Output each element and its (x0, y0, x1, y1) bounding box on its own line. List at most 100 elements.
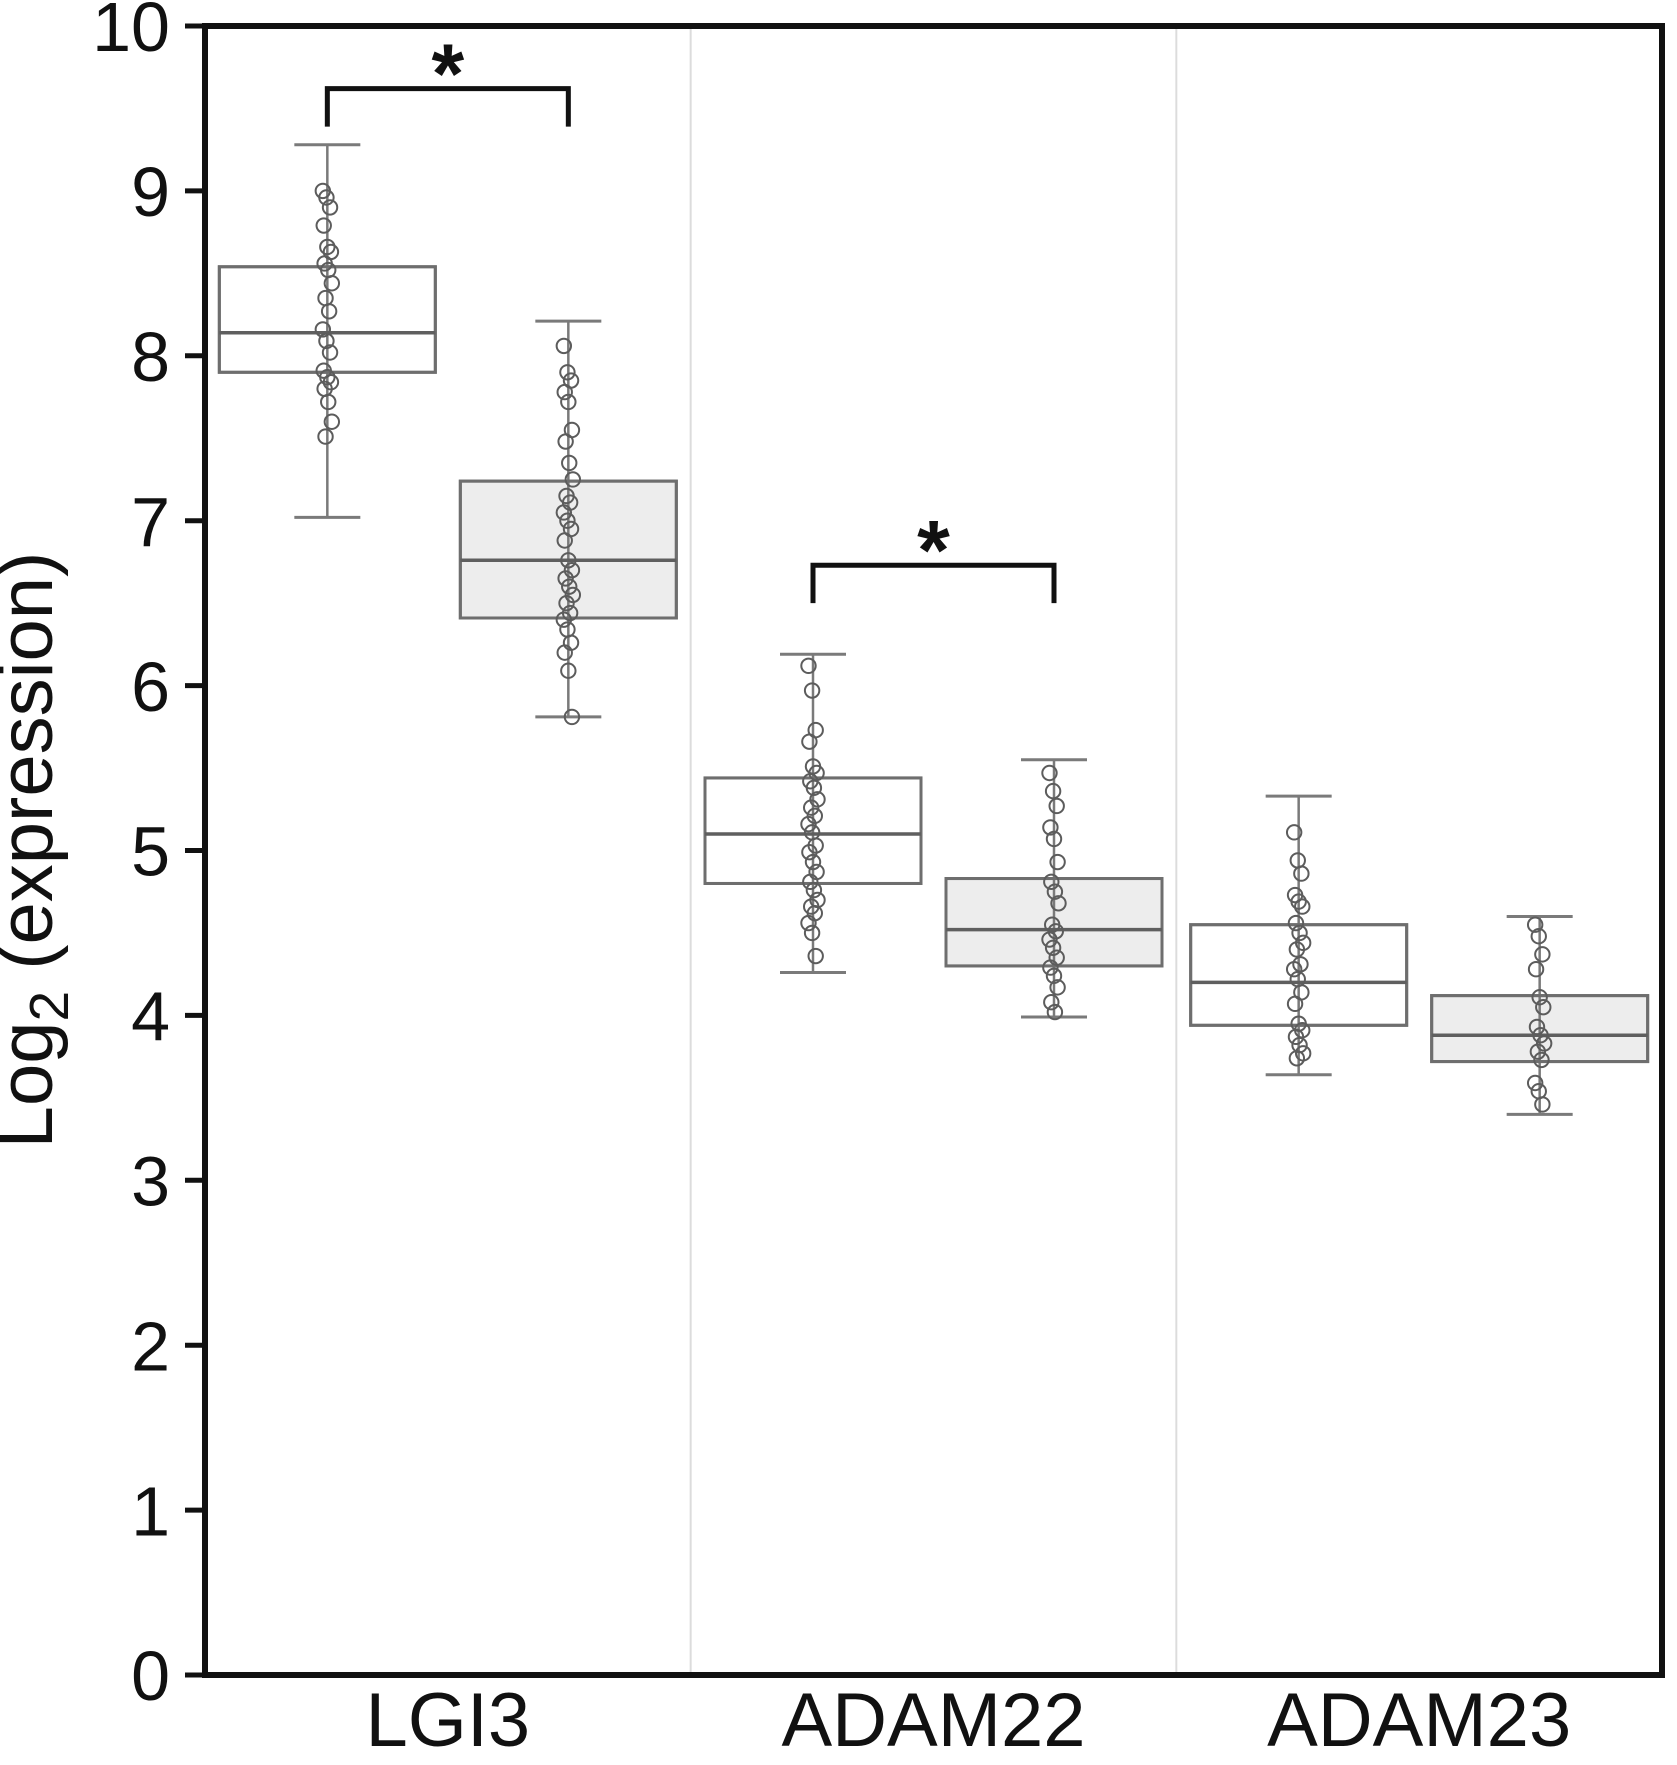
data-point-adam22-white (801, 843, 818, 861)
data-point-adam22-gray (1045, 830, 1063, 848)
data-point-lgi3-gray (560, 662, 577, 679)
data-point-adam23-white (1286, 995, 1304, 1013)
x-category-label-adam22: ADAM22 (781, 1678, 1085, 1760)
data-point-lgi3-gray (561, 578, 578, 595)
data-point-lgi3-gray (555, 611, 573, 628)
data-point-adam22-white (804, 853, 822, 871)
data-point-lgi3-gray (560, 393, 577, 411)
data-point-lgi3-gray (557, 433, 574, 450)
box-outline-lgi3-white (217, 265, 437, 374)
data-point-adam22-white (800, 815, 817, 833)
data-point-adam23-gray (1535, 998, 1552, 1016)
data-point-adam22-gray (1045, 967, 1063, 985)
data-point-adam22-gray (1043, 994, 1060, 1011)
box-outline-adam22-gray (944, 877, 1164, 968)
data-point-adam23-white (1285, 961, 1303, 978)
data-point-adam22-white (803, 799, 820, 816)
data-point-adam22-white (803, 682, 821, 699)
y-tick-label: 5 (131, 813, 170, 891)
data-point-adam23-gray (1526, 1074, 1544, 1092)
data-point-adam23-gray (1528, 1018, 1546, 1036)
data-point-adam23-white (1291, 924, 1308, 942)
data-point-adam22-white (800, 657, 817, 675)
data-point-adam23-gray (1529, 1043, 1547, 1060)
y-axis-label: Log2 (expression) (0, 552, 80, 1149)
x-category-label-adam23: ADAM23 (1267, 1678, 1571, 1760)
data-point-lgi3-gray (561, 454, 578, 472)
y-tick-label: 2 (131, 1307, 170, 1385)
data-point-lgi3-gray (558, 594, 575, 612)
data-point-lgi3-white (319, 369, 336, 386)
y-tick-label: 10 (92, 0, 170, 66)
y-tick-label: 4 (131, 978, 170, 1056)
data-point-adam23-white (1290, 893, 1307, 910)
data-point-adam22-white (805, 779, 823, 797)
significance-bracket-adam22 (810, 562, 1057, 604)
data-point-lgi3-white (315, 217, 332, 234)
y-tick-label: 8 (131, 318, 170, 396)
data-point-adam22-white (800, 914, 817, 932)
data-point-adam22-white (805, 881, 823, 899)
data-point-lgi3-gray (556, 532, 573, 549)
data-point-lgi3-white (320, 393, 337, 411)
data-point-lgi3-white (321, 199, 339, 216)
data-point-adam22-gray (1044, 782, 1062, 800)
data-point-adam22-white (807, 947, 824, 965)
data-point-lgi3-white (319, 238, 336, 256)
data-point-lgi3-gray (556, 383, 573, 401)
y-tick-label: 0 (131, 1637, 170, 1715)
data-point-lgi3-gray (555, 337, 573, 355)
y-tick-label: 6 (131, 648, 170, 726)
data-point-lgi3-gray (560, 552, 577, 569)
significance-asterisk-adam22: * (917, 503, 950, 597)
y-tick-label: 9 (131, 153, 170, 231)
x-category-label-lgi3: LGI3 (365, 1678, 530, 1760)
data-point-adam22-gray (1041, 931, 1058, 948)
data-point-adam23-gray (1527, 961, 1545, 978)
data-point-lgi3-gray (556, 644, 573, 661)
data-point-adam22-gray (1044, 939, 1062, 956)
data-point-lgi3-white (318, 332, 335, 350)
data-point-adam23-white (1287, 1028, 1305, 1046)
data-point-adam22-gray (1050, 895, 1067, 912)
data-point-lgi3-white (321, 344, 339, 361)
data-point-adam22-gray (1041, 764, 1058, 782)
data-point-lgi3-white (318, 189, 335, 206)
data-point-lgi3-gray (564, 471, 582, 488)
data-point-lgi3-white (314, 321, 332, 338)
data-point-adam23-gray (1526, 916, 1544, 933)
data-point-lgi3-white (323, 275, 341, 292)
data-point-lgi3-white (320, 303, 338, 320)
significance-asterisk-lgi3: * (431, 27, 464, 121)
box-outline-lgi3-gray (458, 479, 678, 620)
data-point-adam23-gray (1533, 1051, 1550, 1069)
data-point-adam23-gray (1534, 946, 1551, 963)
data-point-adam22-white (801, 733, 818, 750)
data-point-lgi3-gray (559, 512, 576, 529)
data-point-adam23-white (1293, 865, 1310, 882)
plot-border (202, 23, 1665, 1678)
data-point-adam23-white (1288, 941, 1306, 958)
data-point-lgi3-gray (555, 504, 573, 521)
data-point-adam22-gray (1042, 819, 1059, 836)
data-point-lgi3-gray (559, 364, 576, 381)
box-outline-adam23-white (1189, 923, 1409, 1027)
data-point-adam22-white (803, 924, 821, 942)
y-tick-label: 3 (131, 1143, 170, 1221)
box-outline-adam23-gray (1430, 994, 1650, 1064)
data-point-adam23-gray (1532, 1026, 1549, 1044)
data-point-adam23-gray (1530, 928, 1547, 945)
data-point-adam23-gray (1534, 1096, 1551, 1113)
y-tick-label: 7 (131, 483, 170, 561)
data-point-adam22-gray (1046, 1003, 1064, 1021)
data-point-lgi3-gray (557, 570, 574, 587)
data-point-lgi3-white (317, 428, 334, 445)
data-point-adam22-gray (1043, 873, 1060, 891)
data-point-adam22-gray (1049, 979, 1066, 996)
data-point-lgi3-white (323, 413, 341, 430)
data-point-adam23-gray (1531, 989, 1548, 1006)
data-point-adam22-gray (1042, 959, 1059, 976)
data-point-adam23-white (1288, 1050, 1306, 1067)
